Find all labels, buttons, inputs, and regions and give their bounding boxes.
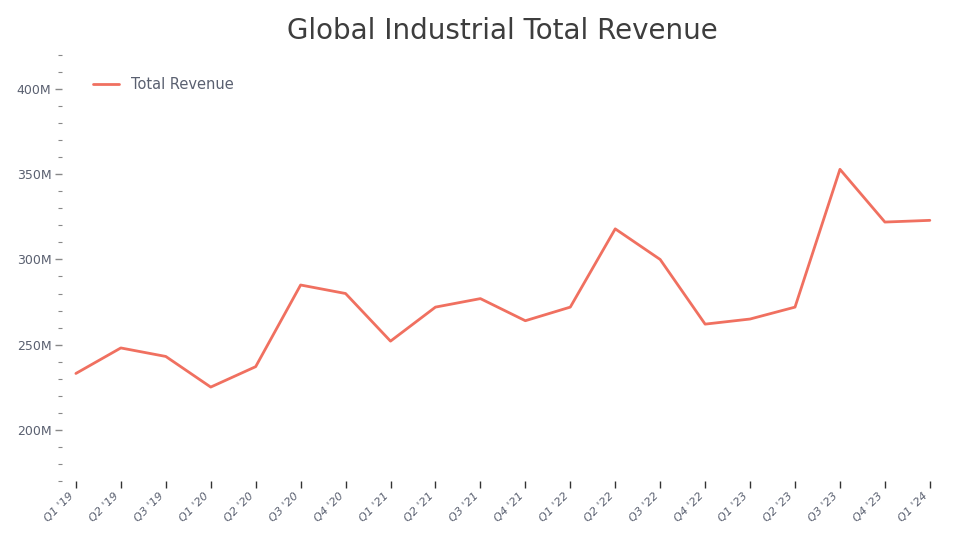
Total Revenue <box>564 304 576 310</box>
Total Revenue <box>385 338 396 345</box>
Total Revenue <box>205 384 217 390</box>
Legend: Total Revenue: Total Revenue <box>87 71 240 98</box>
Total Revenue <box>744 316 756 322</box>
Total Revenue <box>879 219 891 225</box>
Total Revenue <box>519 318 531 324</box>
Total Revenue <box>250 363 261 370</box>
Total Revenue <box>160 353 172 360</box>
Total Revenue <box>474 295 486 302</box>
Total Revenue <box>655 256 666 263</box>
Total Revenue <box>295 282 306 288</box>
Total Revenue <box>924 217 936 224</box>
Total Revenue <box>430 304 442 310</box>
Total Revenue <box>115 345 127 351</box>
Total Revenue <box>789 304 801 310</box>
Line: Total Revenue: Total Revenue <box>76 170 930 387</box>
Total Revenue <box>70 370 82 377</box>
Title: Global Industrial Total Revenue: Global Industrial Total Revenue <box>287 17 718 45</box>
Total Revenue <box>610 226 621 232</box>
Total Revenue <box>834 166 846 173</box>
Total Revenue <box>700 321 711 327</box>
Total Revenue <box>340 291 351 297</box>
